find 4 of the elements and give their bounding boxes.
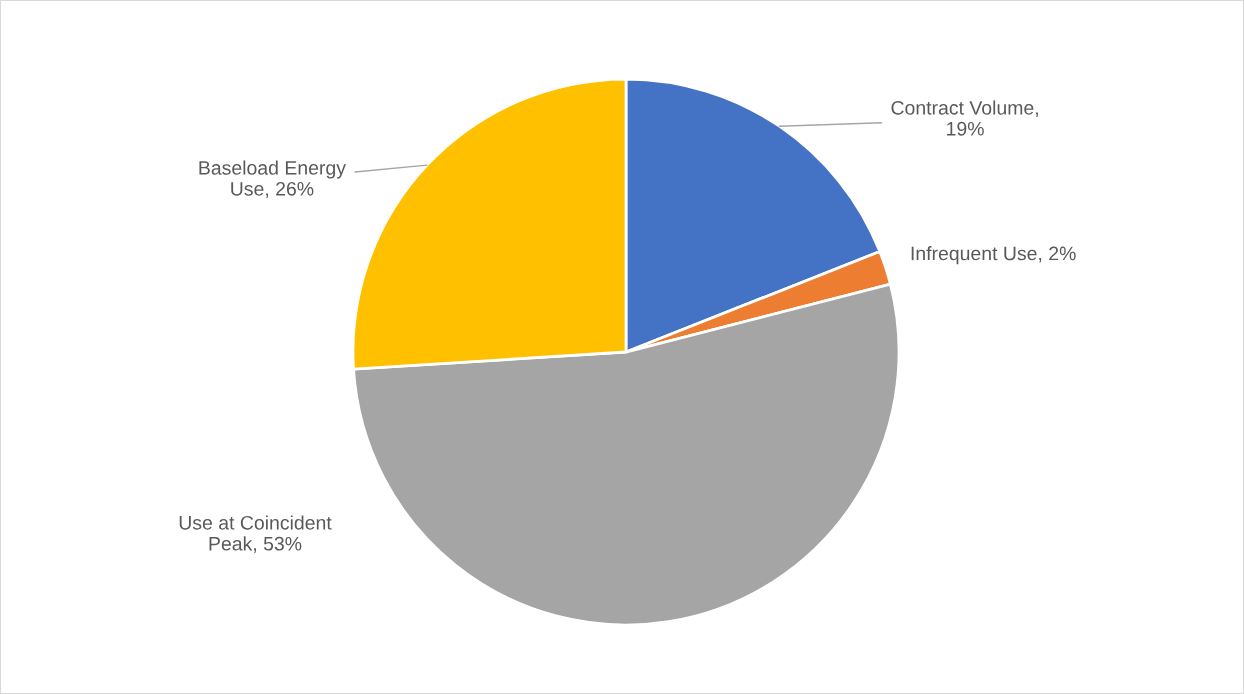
slice-label: Contract Volume, 19% [891,100,1038,136]
slice-label: Baseload Energy Use, 26% [199,160,346,198]
slice-label: Use at Coincident Peak, 53% [179,515,332,553]
slice-label: Infrequent Use, 2% [911,246,1076,265]
